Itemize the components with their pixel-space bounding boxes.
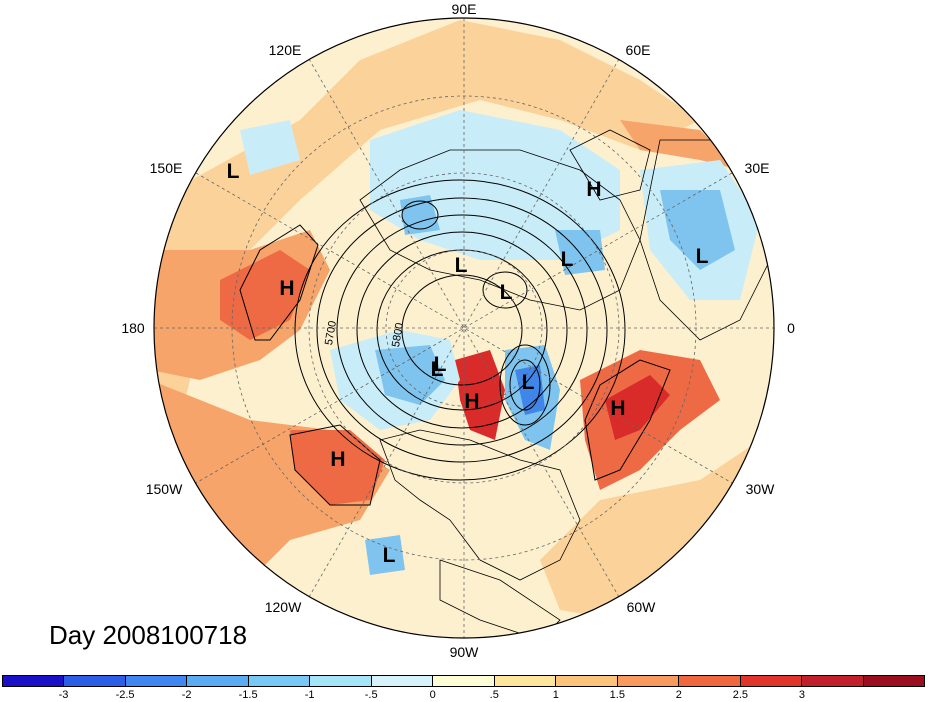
colorbar-swatch [432, 676, 494, 686]
colorbar-tick-label: 2.5 [732, 689, 749, 701]
colorbar-tick-label: -2.5 [115, 689, 135, 701]
colorbar-swatch [739, 676, 802, 686]
colorbar-swatch [309, 676, 371, 686]
colorbar-tick-label: -1.5 [238, 689, 258, 701]
lon-label-90w: 90W [449, 644, 479, 660]
lon-label-60e: 60E [625, 42, 651, 58]
high-pressure-marker: H [586, 178, 602, 201]
lon-label-150w: 150W [145, 481, 183, 497]
cool-region [365, 535, 405, 575]
colorbar-swatch [678, 676, 740, 686]
lon-label-30w: 30W [745, 481, 775, 497]
high-pressure-marker: H [330, 448, 346, 471]
colorbar-tick-label: 0 [429, 689, 436, 701]
lon-label-150e: 150E [149, 160, 183, 176]
colorbar-swatch [493, 676, 556, 686]
low-pressure-marker: L [433, 353, 447, 376]
high-pressure-marker: H [279, 277, 295, 300]
low-pressure-marker: L [560, 248, 574, 271]
high-pressure-marker: H [464, 390, 480, 413]
colorbar-tick-label: 3 [798, 689, 805, 701]
colorbar-swatch [3, 676, 64, 686]
lon-label-60w: 60W [626, 599, 656, 615]
low-pressure-marker: L [695, 245, 709, 268]
lon-label-90e: 90E [451, 1, 477, 17]
colorbar-swatch [186, 676, 248, 686]
low-pressure-marker: L [454, 254, 468, 277]
low-pressure-marker: L [499, 281, 513, 304]
colorbar-swatch [247, 676, 310, 686]
colorbar-swatch [555, 676, 617, 686]
colorbar-tick-label: -.5 [364, 689, 378, 701]
warm-region [455, 350, 505, 440]
low-pressure-marker: L [382, 544, 396, 567]
map-boundary [153, 17, 775, 639]
cool-region [515, 365, 545, 415]
colorbar-tick-label: -3 [58, 689, 69, 701]
lon-label-180: 180 [121, 320, 145, 336]
warm-region [290, 430, 385, 505]
colorbar-swatch [370, 676, 433, 686]
colorbar-swatch [63, 676, 125, 686]
lon-label-0: 0 [787, 320, 795, 336]
colorbar-tick-label: 1.5 [609, 689, 625, 701]
low-pressure-marker: L [430, 358, 444, 381]
lon-label-120e: 120E [268, 42, 302, 58]
lon-label-120w: 120W [264, 599, 302, 615]
low-pressure-marker: L [226, 160, 240, 183]
colorbar-tick-label: -1 [304, 689, 315, 701]
warm-region [605, 375, 670, 440]
cool-region [240, 120, 300, 175]
colorbar-tick-label: .5 [489, 689, 499, 701]
colorbar-swatch [124, 676, 187, 686]
map-title: Day 2008100718 [49, 620, 248, 650]
colorbar [2, 675, 925, 687]
lon-label-30e: 30E [744, 160, 770, 176]
colorbar-tick-label: -2 [181, 689, 192, 701]
colorbar-tick-label: 1 [552, 689, 559, 701]
colorbar-swatch [862, 676, 925, 686]
colorbar-swatch [801, 676, 863, 686]
high-pressure-marker: H [610, 397, 626, 420]
warm-region [155, 20, 700, 420]
height-contours [239, 179, 671, 506]
colorbar-swatch [616, 676, 679, 686]
colorbar-tick-label: 2 [675, 689, 682, 701]
warm-region [620, 120, 740, 170]
low-pressure-marker: L [521, 371, 535, 394]
cool-region [660, 190, 735, 270]
graticule [154, 18, 774, 638]
